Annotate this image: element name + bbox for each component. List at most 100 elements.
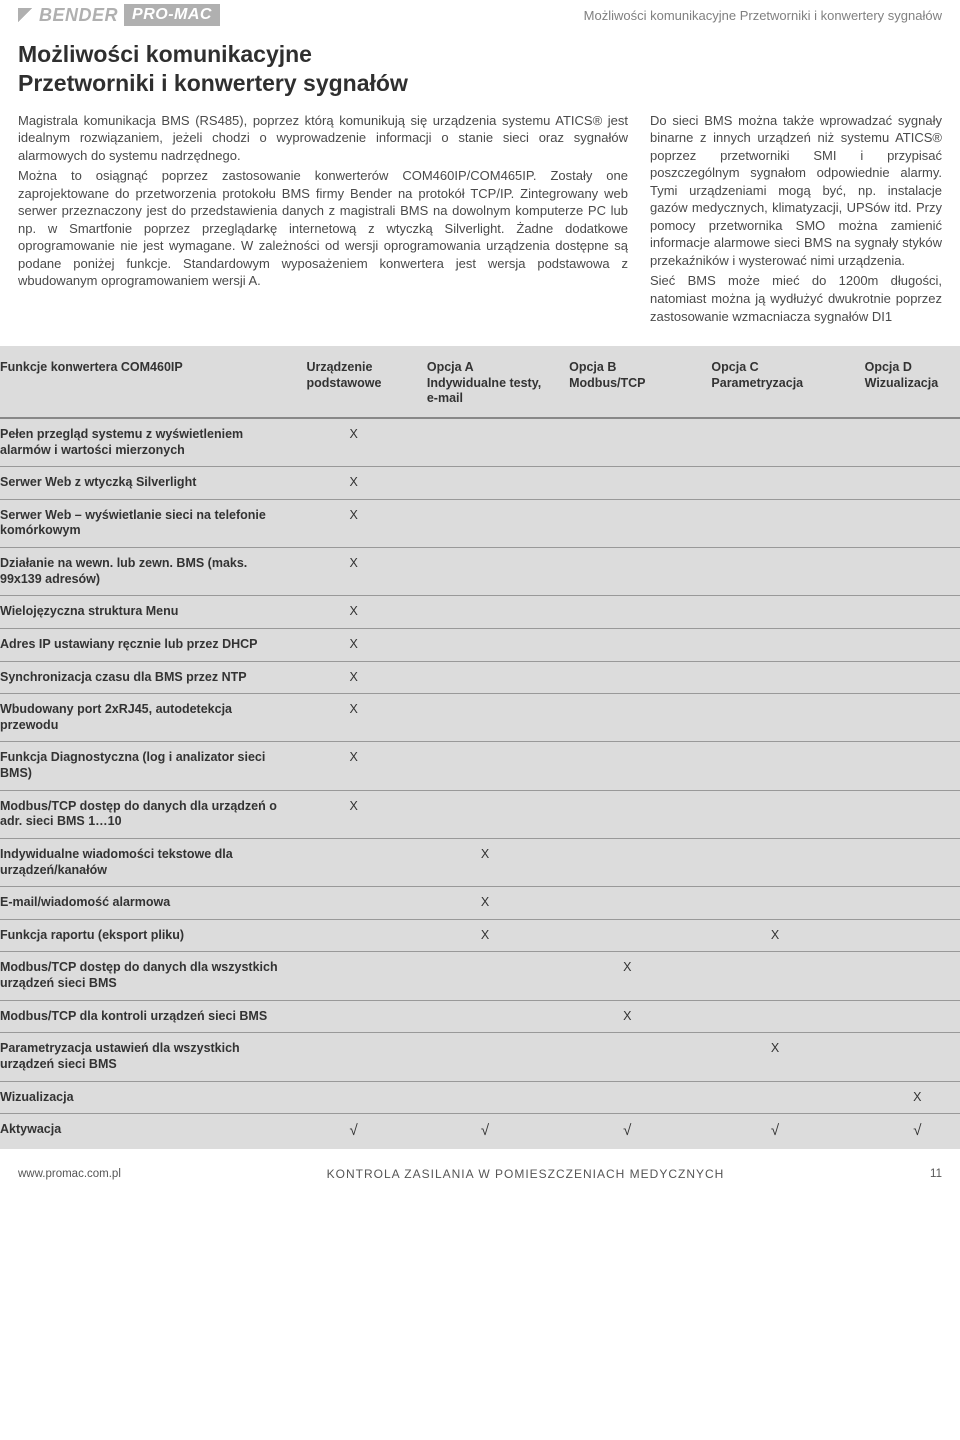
cell-mark: [693, 742, 846, 790]
left-paragraph-1: Magistrala komunikacja BMS (RS485), popr…: [18, 112, 628, 165]
cell-mark: √: [551, 1114, 693, 1149]
row-label: Serwer Web z wtyczką Silverlight: [0, 467, 288, 500]
cell-mark: X: [409, 838, 551, 886]
cell-mark: X: [288, 694, 408, 742]
cell-mark: [693, 952, 846, 1000]
cell-mark: [409, 418, 551, 467]
cell-mark: [847, 919, 960, 952]
table-header: Funkcje konwertera COM460IPUrządzeniepod…: [0, 346, 960, 418]
table-row: Adres IP ustawiany ręcznie lub przez DHC…: [0, 628, 960, 661]
row-label: Modbus/TCP dostęp do danych dla wszystki…: [0, 952, 288, 1000]
cell-mark: [409, 499, 551, 547]
cell-mark: [288, 1000, 408, 1033]
cell-mark: [693, 694, 846, 742]
cell-mark: [693, 548, 846, 596]
table-row: Modbus/TCP dostęp do danych dla wszystki…: [0, 952, 960, 1000]
cell-mark: [409, 596, 551, 629]
row-label: Synchronizacja czasu dla BMS przez NTP: [0, 661, 288, 694]
logos: BENDER PRO-MAC: [18, 4, 220, 26]
row-label: Pełen przegląd systemu z wyświetleniem a…: [0, 418, 288, 467]
row-label: Aktywacja: [0, 1114, 288, 1149]
feature-table-wrap: Funkcje konwertera COM460IPUrządzeniepod…: [0, 346, 960, 1149]
cell-mark: [409, 1000, 551, 1033]
cell-mark: √: [847, 1114, 960, 1149]
table-row: Serwer Web – wyświetlanie sieci na telef…: [0, 499, 960, 547]
title-line-1: Możliwości komunikacyjne: [18, 41, 312, 67]
table-row: Modbus/TCP dla kontroli urządzeń sieci B…: [0, 1000, 960, 1033]
cell-mark: [409, 952, 551, 1000]
cell-mark: [288, 887, 408, 920]
row-label: Funkcja raportu (eksport pliku): [0, 919, 288, 952]
cell-mark: [847, 467, 960, 500]
cell-mark: [693, 661, 846, 694]
cell-mark: [409, 548, 551, 596]
left-paragraph-2: Można to osiągnąć poprzez zastosowanie k…: [18, 167, 628, 290]
cell-mark: [693, 790, 846, 838]
table-row: WizualizacjaX: [0, 1081, 960, 1114]
cell-mark: [288, 952, 408, 1000]
cell-mark: [409, 1081, 551, 1114]
cell-mark: [847, 838, 960, 886]
cell-mark: [847, 952, 960, 1000]
table-row: Synchronizacja czasu dla BMS przez NTPX: [0, 661, 960, 694]
header-bar: BENDER PRO-MAC Możliwości komunikacyjne …: [0, 0, 960, 32]
footer-center: KONTROLA ZASILANIA W POMIESZCZENIACH MED…: [327, 1167, 725, 1181]
cell-mark: [693, 628, 846, 661]
row-label: Działanie na wewn. lub zewn. BMS (maks. …: [0, 548, 288, 596]
table-row: Działanie na wewn. lub zewn. BMS (maks. …: [0, 548, 960, 596]
logo-bender: BENDER: [18, 5, 118, 26]
cell-mark: [551, 694, 693, 742]
cell-mark: [409, 628, 551, 661]
cell-mark: [288, 1033, 408, 1081]
table-header-row: Funkcje konwertera COM460IPUrządzeniepod…: [0, 346, 960, 418]
logo-bender-text: BENDER: [39, 5, 118, 26]
cell-mark: [847, 628, 960, 661]
feature-table: Funkcje konwertera COM460IPUrządzeniepod…: [0, 346, 960, 1149]
cell-mark: [847, 1000, 960, 1033]
cell-mark: [551, 742, 693, 790]
cell-mark: [551, 887, 693, 920]
cell-mark: [847, 887, 960, 920]
cell-mark: X: [288, 418, 408, 467]
footer-url: www.promac.com.pl: [18, 1168, 121, 1180]
logo-promac: PRO-MAC: [124, 4, 220, 26]
cell-mark: [288, 1081, 408, 1114]
cell-mark: [847, 499, 960, 547]
cell-mark: √: [409, 1114, 551, 1149]
title-line-2: Przetworniki i konwertery sygnałów: [18, 70, 408, 96]
cell-mark: X: [551, 1000, 693, 1033]
cell-mark: [551, 628, 693, 661]
cell-mark: X: [288, 499, 408, 547]
table-row: Wbudowany port 2xRJ45, autodetekcja prze…: [0, 694, 960, 742]
table-row: Parametryzacja ustawień dla wszystkich u…: [0, 1033, 960, 1081]
cell-mark: [409, 661, 551, 694]
row-label: Adres IP ustawiany ręcznie lub przez DHC…: [0, 628, 288, 661]
cell-mark: [693, 838, 846, 886]
cell-mark: [693, 1081, 846, 1114]
table-body: Pełen przegląd systemu z wyświetleniem a…: [0, 418, 960, 1149]
cell-mark: [551, 467, 693, 500]
cell-mark: X: [847, 1081, 960, 1114]
cell-mark: [551, 548, 693, 596]
cell-mark: [551, 1081, 693, 1114]
cell-mark: [847, 694, 960, 742]
table-row: Funkcja raportu (eksport pliku)XX: [0, 919, 960, 952]
column-header-0: Funkcje konwertera COM460IP: [0, 346, 288, 418]
cell-mark: [847, 596, 960, 629]
column-header-2: Opcja AIndywidualne testy, e-mail: [409, 346, 551, 418]
cell-mark: [409, 742, 551, 790]
right-paragraph-2: Sieć BMS może mieć do 1200m długości, na…: [650, 272, 942, 325]
cell-mark: [551, 661, 693, 694]
bender-logo-icon: [18, 8, 36, 22]
cell-mark: X: [288, 548, 408, 596]
cell-mark: [551, 499, 693, 547]
cell-mark: [409, 1033, 551, 1081]
table-row: Indywidualne wiadomości tekstowe dla urz…: [0, 838, 960, 886]
cell-mark: X: [288, 467, 408, 500]
cell-mark: [551, 838, 693, 886]
cell-mark: [693, 887, 846, 920]
right-column: Do sieci BMS można także wprowadzać sygn…: [650, 112, 942, 329]
cell-mark: [693, 467, 846, 500]
cell-mark: [847, 661, 960, 694]
cell-mark: [551, 919, 693, 952]
